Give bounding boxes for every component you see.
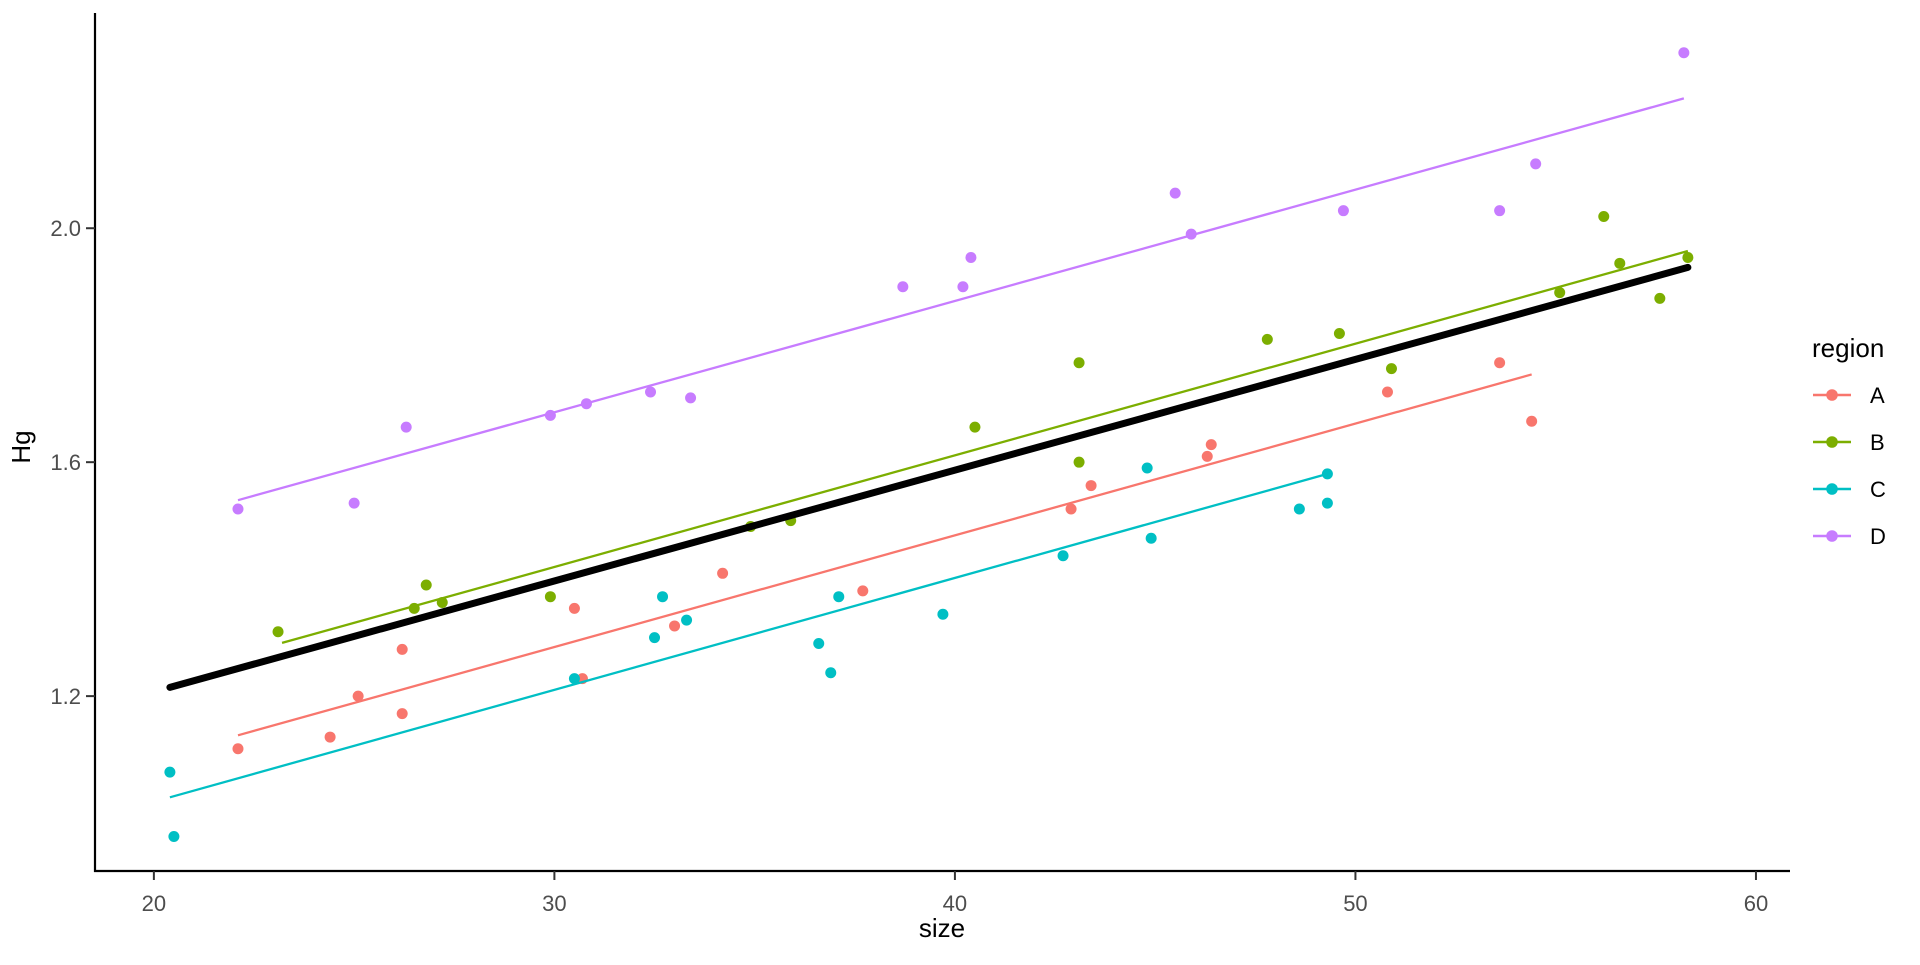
legend-title: region bbox=[1812, 333, 1884, 363]
data-point-B bbox=[1073, 456, 1085, 468]
data-point-A bbox=[1381, 386, 1393, 398]
data-point-B bbox=[544, 591, 556, 603]
series-C-points bbox=[164, 462, 1333, 842]
data-point-C bbox=[813, 637, 825, 649]
x-tick-label: 30 bbox=[542, 891, 566, 916]
legend-label-B: B bbox=[1870, 430, 1885, 455]
legend-key-point-A bbox=[1826, 389, 1838, 401]
data-point-C bbox=[1321, 497, 1333, 509]
data-point-D bbox=[232, 503, 244, 515]
x-tick-label: 40 bbox=[943, 891, 967, 916]
data-point-B bbox=[1682, 251, 1694, 263]
data-point-A bbox=[568, 602, 580, 614]
data-point-C bbox=[681, 614, 693, 626]
data-point-C bbox=[1145, 532, 1157, 544]
data-point-C bbox=[568, 673, 580, 685]
data-point-C bbox=[657, 591, 669, 603]
legend-label-D: D bbox=[1870, 524, 1886, 549]
y-tick-label: 2.0 bbox=[50, 216, 81, 241]
data-point-A bbox=[1526, 415, 1538, 427]
legend-label-C: C bbox=[1870, 477, 1886, 502]
data-point-D bbox=[1169, 187, 1181, 199]
data-point-B bbox=[1654, 292, 1666, 304]
data-point-B bbox=[1073, 357, 1085, 369]
series-B-points bbox=[272, 211, 1694, 638]
legend-key-point-D bbox=[1826, 530, 1838, 542]
legend-entry-A: A bbox=[1813, 383, 1885, 408]
data-point-C bbox=[1057, 550, 1069, 562]
data-point-A bbox=[857, 585, 869, 597]
trend-line-B bbox=[281, 249, 1689, 645]
trend-line-D bbox=[237, 97, 1685, 502]
data-point-D bbox=[897, 281, 909, 293]
data-point-B bbox=[1598, 211, 1610, 223]
data-point-D bbox=[1678, 47, 1690, 59]
legend-key-point-C bbox=[1826, 483, 1838, 495]
data-point-C bbox=[833, 591, 845, 603]
data-point-C bbox=[937, 608, 949, 620]
data-point-B bbox=[272, 626, 284, 638]
data-point-C bbox=[168, 830, 180, 842]
y-tick-label: 1.6 bbox=[50, 450, 81, 475]
data-point-A bbox=[1201, 450, 1213, 462]
data-point-A bbox=[396, 708, 408, 720]
x-tick-label: 50 bbox=[1343, 891, 1367, 916]
data-point-D bbox=[965, 251, 977, 263]
y-axis-title: Hg bbox=[6, 430, 36, 463]
data-point-D bbox=[348, 497, 360, 509]
data-point-D bbox=[1530, 158, 1542, 170]
data-point-C bbox=[164, 766, 176, 778]
data-point-D bbox=[957, 281, 969, 293]
data-point-C bbox=[649, 632, 661, 644]
data-point-A bbox=[1085, 480, 1097, 492]
data-point-A bbox=[669, 620, 681, 632]
x-tick-label: 20 bbox=[142, 891, 166, 916]
legend-label-A: A bbox=[1870, 383, 1885, 408]
data-point-A bbox=[1065, 503, 1077, 515]
axes: 20 30 40 50 60 1.2 1.6 2.0 bbox=[50, 13, 1790, 916]
data-point-A bbox=[232, 743, 244, 755]
data-point-B bbox=[1554, 287, 1566, 299]
data-point-B bbox=[420, 579, 432, 591]
data-point-C bbox=[825, 667, 837, 679]
plot-panel bbox=[164, 47, 1694, 842]
series-D-points bbox=[232, 47, 1690, 515]
x-tick-label: 60 bbox=[1744, 891, 1768, 916]
legend-key-point-B bbox=[1826, 436, 1838, 448]
data-point-A bbox=[1205, 439, 1217, 451]
x-axis-title: size bbox=[919, 913, 965, 943]
data-point-A bbox=[352, 690, 364, 702]
data-point-A bbox=[717, 567, 729, 579]
legend-entry-B: B bbox=[1813, 430, 1885, 455]
trend-line-C bbox=[169, 472, 1328, 799]
data-point-A bbox=[324, 731, 336, 743]
legend-entry-D: D bbox=[1813, 524, 1886, 549]
data-point-D bbox=[1337, 205, 1349, 217]
trend-line-A bbox=[237, 373, 1532, 737]
data-point-B bbox=[1385, 363, 1397, 375]
data-point-D bbox=[400, 421, 412, 433]
data-point-B bbox=[969, 421, 981, 433]
legend-entry-C: C bbox=[1813, 477, 1886, 502]
data-point-C bbox=[1141, 462, 1153, 474]
data-point-B bbox=[1261, 333, 1273, 345]
data-point-B bbox=[1614, 257, 1626, 269]
overall-trend-line bbox=[166, 263, 1692, 691]
series-A-points bbox=[232, 357, 1538, 755]
data-point-B bbox=[1333, 328, 1345, 340]
data-point-A bbox=[1494, 357, 1506, 369]
data-point-A bbox=[396, 643, 408, 655]
data-point-C bbox=[1293, 503, 1305, 515]
y-tick-label: 1.2 bbox=[50, 684, 81, 709]
data-point-D bbox=[645, 386, 657, 398]
data-point-D bbox=[1494, 205, 1506, 217]
data-point-D bbox=[685, 392, 697, 404]
